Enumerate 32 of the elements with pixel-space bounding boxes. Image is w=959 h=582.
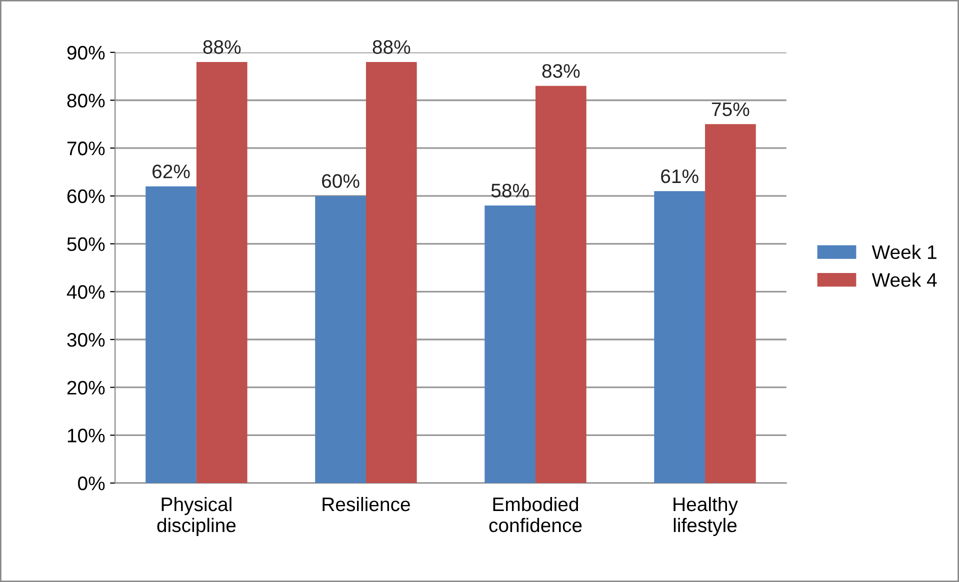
bar [535,86,586,484]
data-label: 58% [491,184,529,198]
bar [315,196,366,484]
x-tick-label: Healthy lifestyle [674,496,738,536]
data-label: 75% [712,102,750,116]
data-label: 88% [372,40,410,54]
y-tick-label: 10% [68,428,105,442]
y-tick-label: 30% [67,332,105,347]
data-label: 83% [542,64,580,78]
data-label: 61% [661,169,698,184]
x-tick-label: Embodied confidence [489,496,582,532]
data-label: 88% [203,40,241,54]
y-tick-label: 70% [67,142,105,156]
bar [366,62,417,484]
bar [484,206,536,484]
y-tick-label: 60% [67,189,105,204]
bar [705,124,756,484]
data-label: 60% [322,174,360,188]
x-tick-label: Resilience [322,496,410,512]
data-label: 62% [152,164,190,178]
bar [146,186,196,484]
y-tick-label: 0% [78,476,105,490]
x-tick-label: Physical discipline [157,496,236,536]
bar [196,62,248,484]
y-tick-label: 40% [66,285,105,299]
y-tick-label: 50% [67,237,105,252]
bar [654,191,706,484]
y-tick-label: 90% [67,46,105,60]
legend-label: Week 1 [872,244,936,260]
legend-label: Week 4 [872,272,937,287]
y-tick-label: 20% [67,380,105,395]
y-tick-label: 80% [67,94,105,108]
